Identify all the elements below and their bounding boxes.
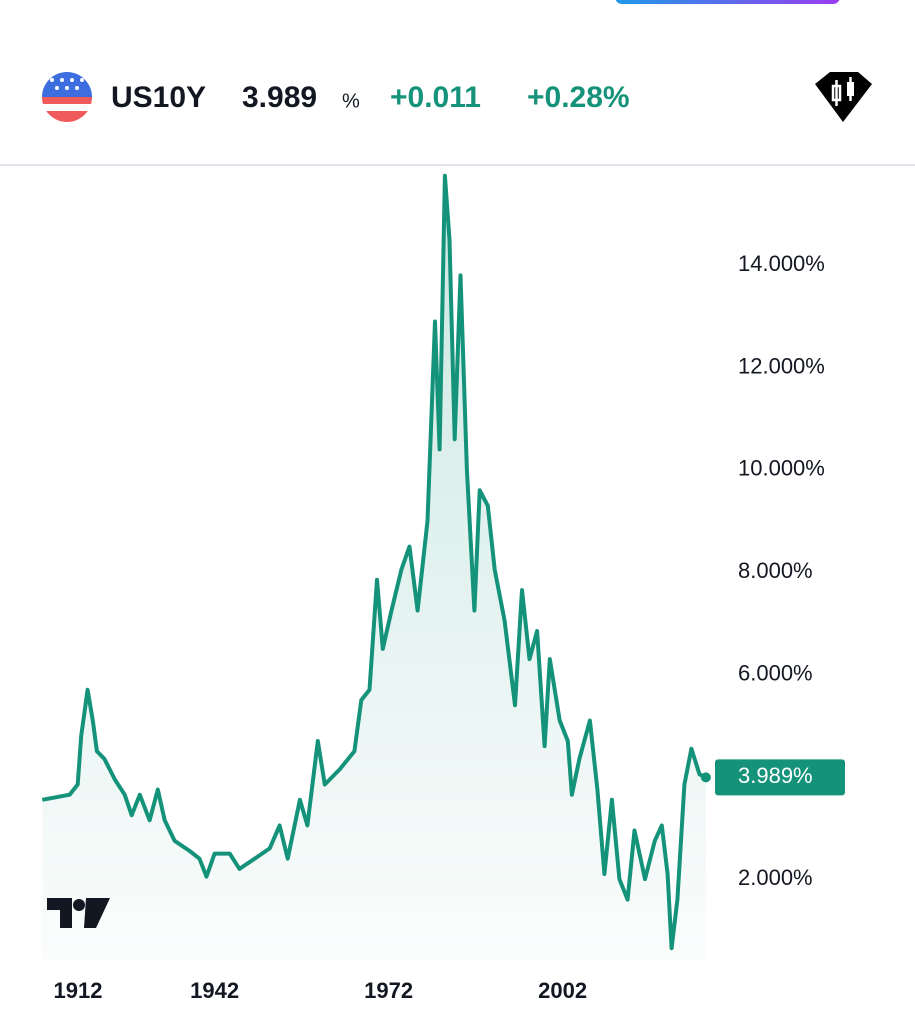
x-tick-label: 1942 [190,978,239,1003]
price-unit: % [342,90,360,112]
change-percent: +0.28% [527,81,630,114]
x-tick-label: 2002 [538,978,587,1003]
chart-style-button[interactable] [815,72,872,122]
y-tick-label: 6.000% [738,660,813,685]
y-tick-label: 2.000% [738,865,813,890]
price-badge-label: 3.989% [738,763,813,788]
y-tick-label: 12.000% [738,353,825,378]
x-tick-label: 1912 [54,978,103,1003]
price: 3.989 [242,81,317,114]
change: +0.011 [390,81,481,114]
plot: 2.000% 6.000% 8.000% 10.000% 12.000% 14.000% 1… [41,173,845,1003]
y-tick-label: 10.000% [738,456,825,481]
tv-logo [47,898,110,928]
y-tick-label: 8.000% [738,558,813,583]
area-fill [42,175,706,961]
price-line [41,173,707,951]
y-tick-label: 14.000% [738,251,825,276]
x-tick-label: 1972 [364,978,413,1003]
us-flag [42,72,92,122]
symbol: US10Y [111,81,206,114]
price-badge [715,759,845,796]
top-button[interactable] [615,0,840,4]
last-point [700,772,711,783]
